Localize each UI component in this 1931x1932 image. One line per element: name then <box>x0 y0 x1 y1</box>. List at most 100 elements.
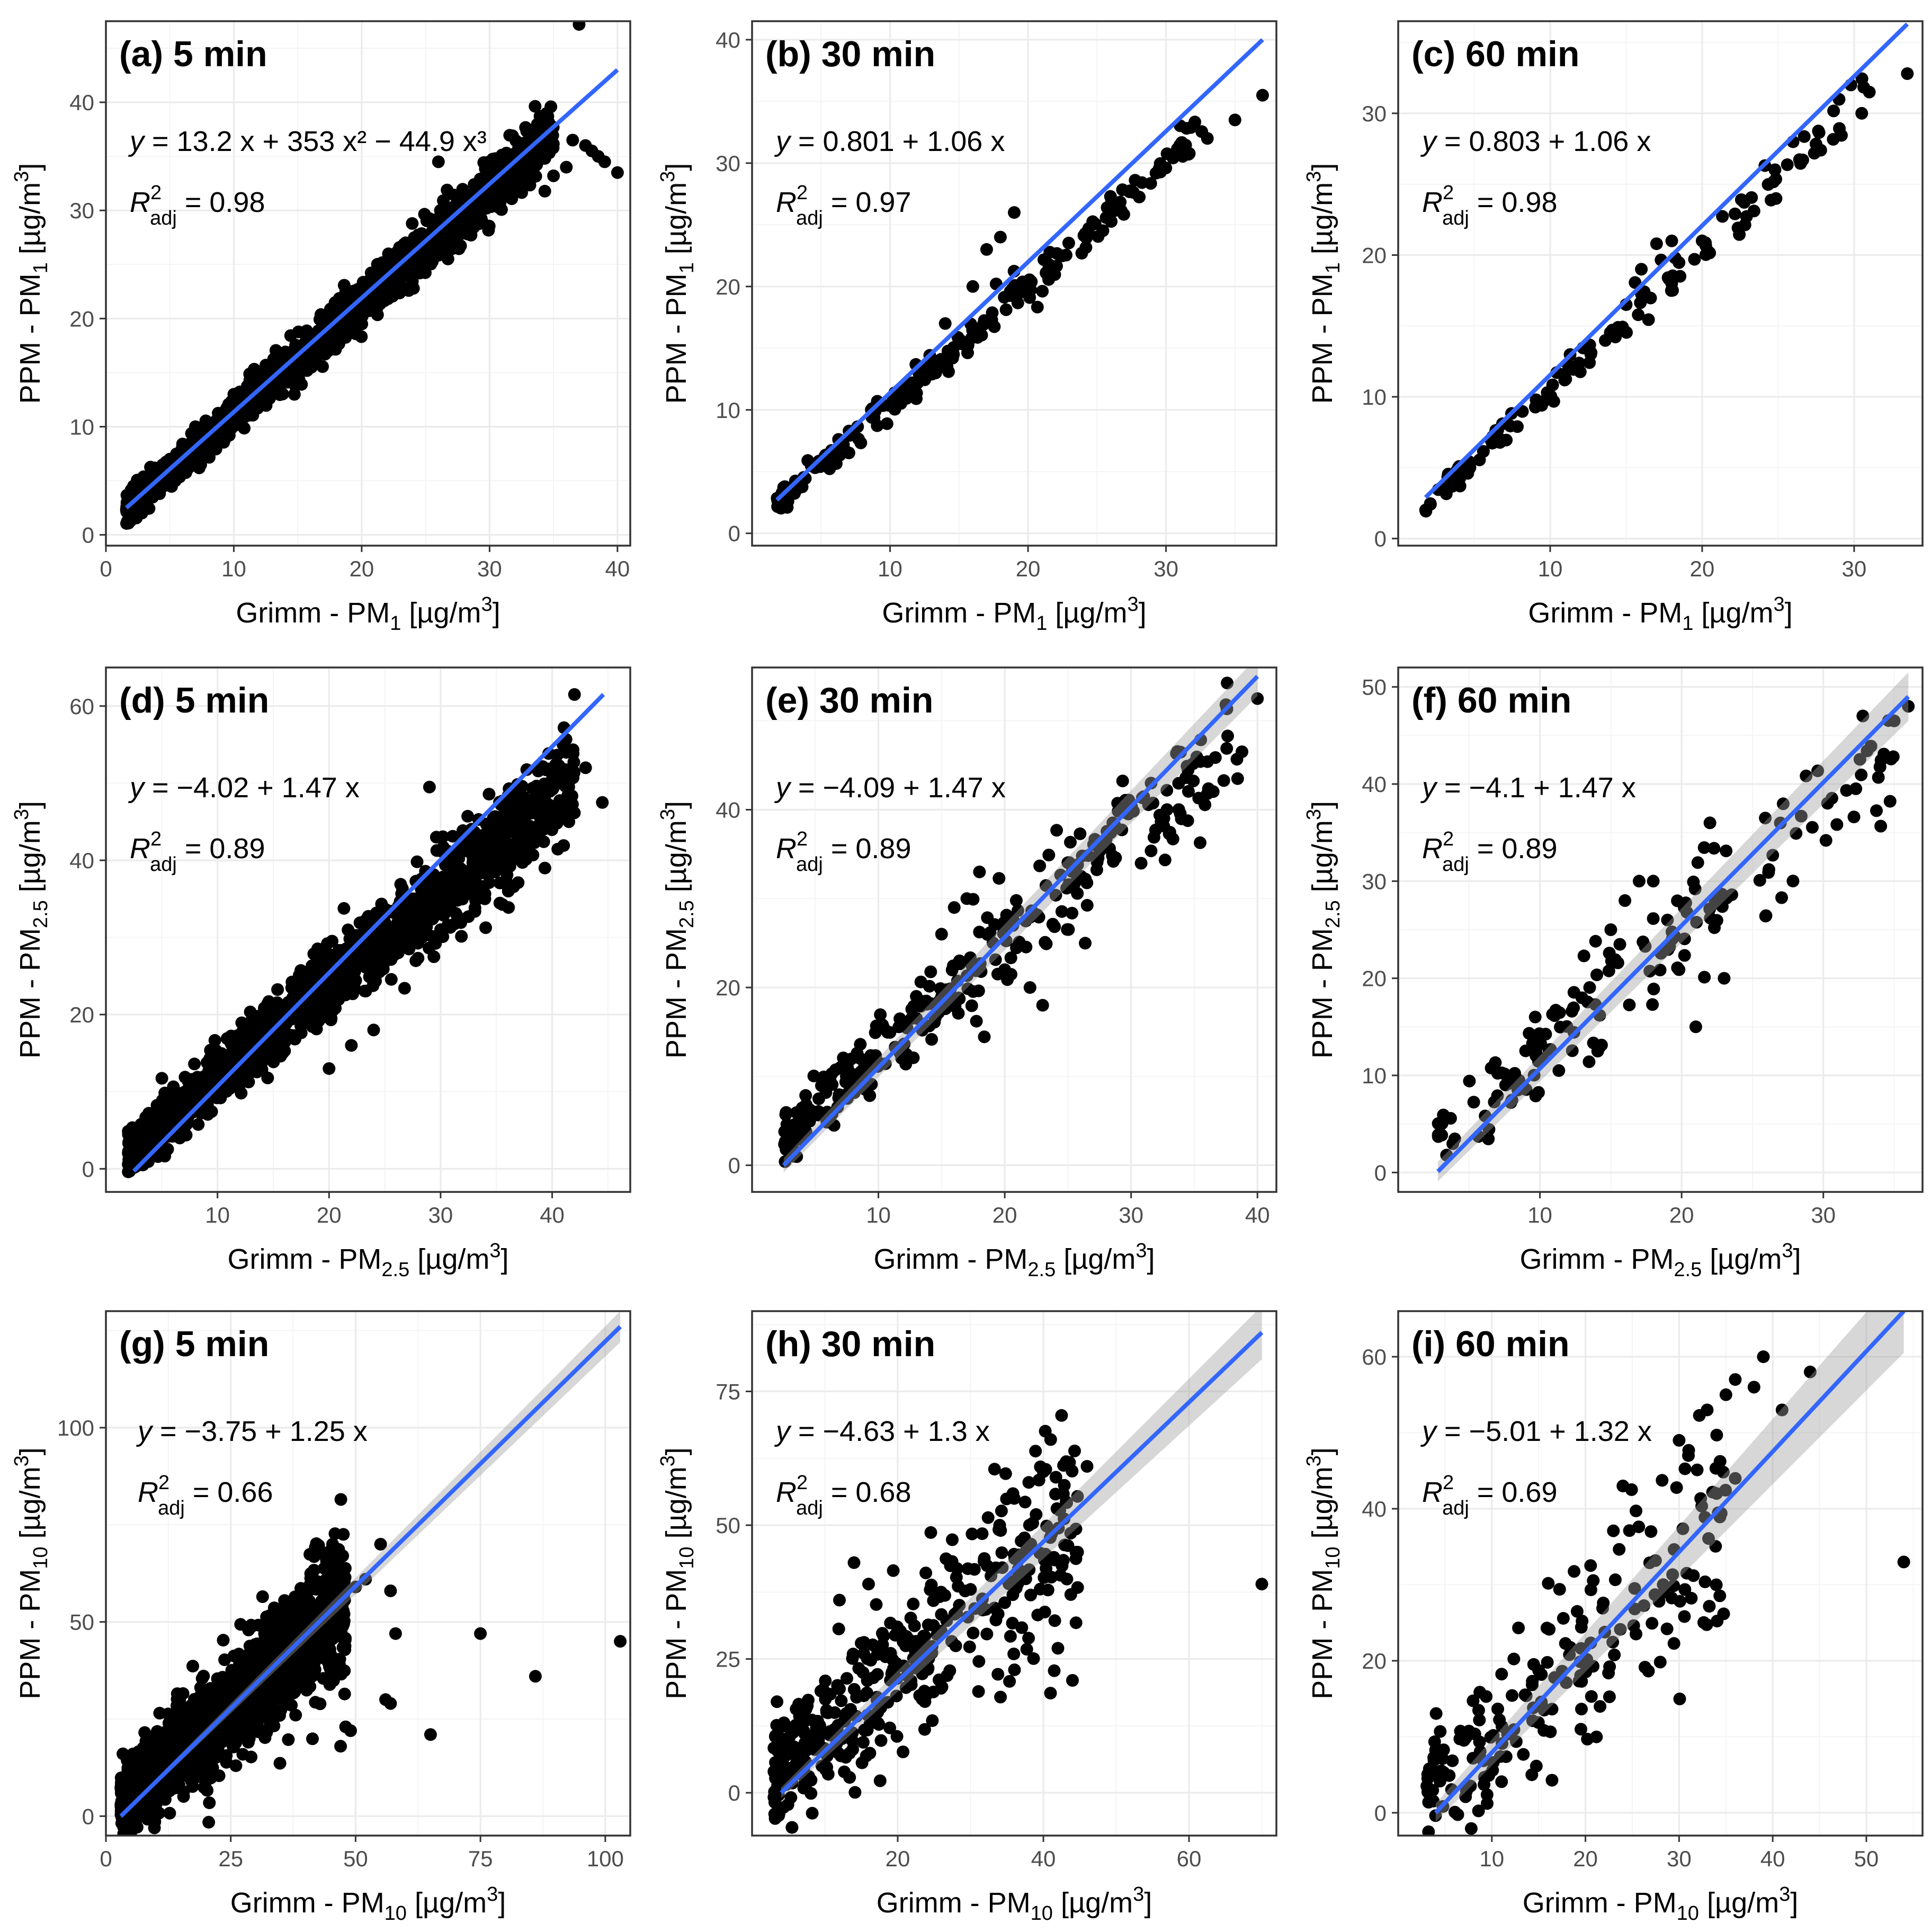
scatter-point <box>988 320 1001 333</box>
y-tick-label: 0 <box>728 1153 740 1178</box>
scatter-point <box>268 382 281 395</box>
scatter-point <box>1519 1044 1532 1057</box>
scatter-point <box>294 1026 308 1039</box>
scatter-point <box>1160 784 1174 797</box>
scatter-point <box>502 885 515 898</box>
scatter-point <box>1765 193 1777 207</box>
scatter-point <box>938 317 952 330</box>
scatter-point <box>1062 236 1075 250</box>
scatter-point <box>538 184 551 198</box>
scatter-point <box>1738 218 1751 232</box>
scatter-point <box>493 896 506 910</box>
regression-equation: y = 0.803 + 1.06 x <box>1420 126 1651 157</box>
scatter-point <box>1840 784 1853 797</box>
scatter-point <box>1689 1020 1702 1034</box>
scatter-point <box>507 179 520 192</box>
scatter-point <box>1643 965 1657 978</box>
y-tick-label: 10 <box>1362 1063 1387 1088</box>
scatter-point <box>1194 755 1207 768</box>
scatter-point <box>947 901 961 914</box>
scatter-point <box>1678 949 1691 962</box>
scatter-point <box>790 1106 803 1119</box>
scatter-point <box>533 826 546 839</box>
scatter-point <box>566 798 579 811</box>
scatter-point <box>1575 991 1588 1004</box>
scatter-point <box>487 842 500 855</box>
gridlines <box>106 667 630 1192</box>
scatter-point <box>434 923 447 936</box>
scatter-point <box>1419 503 1432 517</box>
scatter-point <box>1061 923 1074 936</box>
scatter-point <box>1703 816 1717 830</box>
scatter-point <box>1849 782 1863 795</box>
scatter-point <box>1812 124 1825 138</box>
scatter-point <box>923 980 936 993</box>
y-tick-label: 20 <box>716 274 740 299</box>
scatter-point <box>560 161 573 174</box>
scatter-point <box>799 1125 812 1138</box>
scatter-point <box>147 1128 160 1141</box>
scatter-point <box>1733 228 1746 241</box>
y-tick-label: 20 <box>69 306 94 331</box>
scatter-point <box>1025 275 1038 288</box>
y-tick-label: 30 <box>1362 869 1387 894</box>
scatter-point <box>1042 849 1056 861</box>
scatter-point <box>381 292 395 305</box>
scatter-point <box>538 861 551 875</box>
data-layer <box>114 1311 627 1836</box>
scatter-point <box>1039 936 1052 949</box>
scatter-point <box>1446 1137 1460 1150</box>
scatter-point <box>800 1098 812 1111</box>
scatter-point <box>536 760 549 773</box>
scatter-point <box>1075 246 1088 260</box>
scatter-point <box>579 761 592 774</box>
scatter-point <box>367 1023 380 1037</box>
scatter-point <box>980 243 993 256</box>
scatter-point <box>986 306 999 319</box>
scatter-point <box>1482 1123 1496 1136</box>
scatter-point <box>338 1687 351 1700</box>
scatter-point <box>966 280 979 293</box>
scatter-point <box>151 1150 165 1163</box>
scatter-point <box>432 155 445 168</box>
scatter-point <box>1870 804 1883 817</box>
x-tick-label: 10 <box>1527 1203 1552 1227</box>
scatter-point <box>941 360 954 373</box>
scatter-point <box>1688 253 1701 266</box>
scatter-point <box>1000 909 1013 922</box>
scatter-point <box>1767 175 1780 189</box>
scatter-point <box>1583 356 1596 369</box>
scatter-point <box>837 1052 850 1064</box>
scatter-point <box>1653 964 1667 977</box>
scatter-point <box>1661 913 1674 927</box>
scatter-point <box>999 303 1013 316</box>
scatter-point <box>1155 815 1168 828</box>
scatter-point <box>815 1079 828 1092</box>
scatter-point <box>473 882 486 895</box>
data-layer <box>122 688 609 1179</box>
scatter-point <box>362 295 375 308</box>
scatter-point <box>208 1055 221 1068</box>
scatter-point <box>1759 909 1773 922</box>
scatter-point <box>935 928 948 941</box>
scatter-point <box>1079 937 1092 950</box>
panel-border <box>1397 20 1924 547</box>
scatter-point <box>232 1070 245 1083</box>
scatter-point <box>346 313 359 326</box>
x-axis-title: Grimm - PM2.5 [µg/m3] <box>1519 1240 1801 1281</box>
scatter-point <box>1805 821 1819 834</box>
scatter-point <box>305 974 318 987</box>
scatter-point <box>396 882 409 895</box>
scatter-point <box>423 889 435 903</box>
scatter-point <box>965 999 978 1012</box>
scatter-point <box>1647 912 1660 925</box>
scatter-point <box>826 1078 839 1091</box>
scatter-point <box>1491 1067 1504 1080</box>
scatter-point <box>1775 891 1788 904</box>
scatter-point <box>1542 1043 1555 1056</box>
scatter-point <box>780 1106 793 1119</box>
scatter-point <box>550 749 564 762</box>
scatter-point <box>1231 772 1244 785</box>
scatter-point <box>1794 809 1808 823</box>
scatter-point <box>1092 851 1105 865</box>
